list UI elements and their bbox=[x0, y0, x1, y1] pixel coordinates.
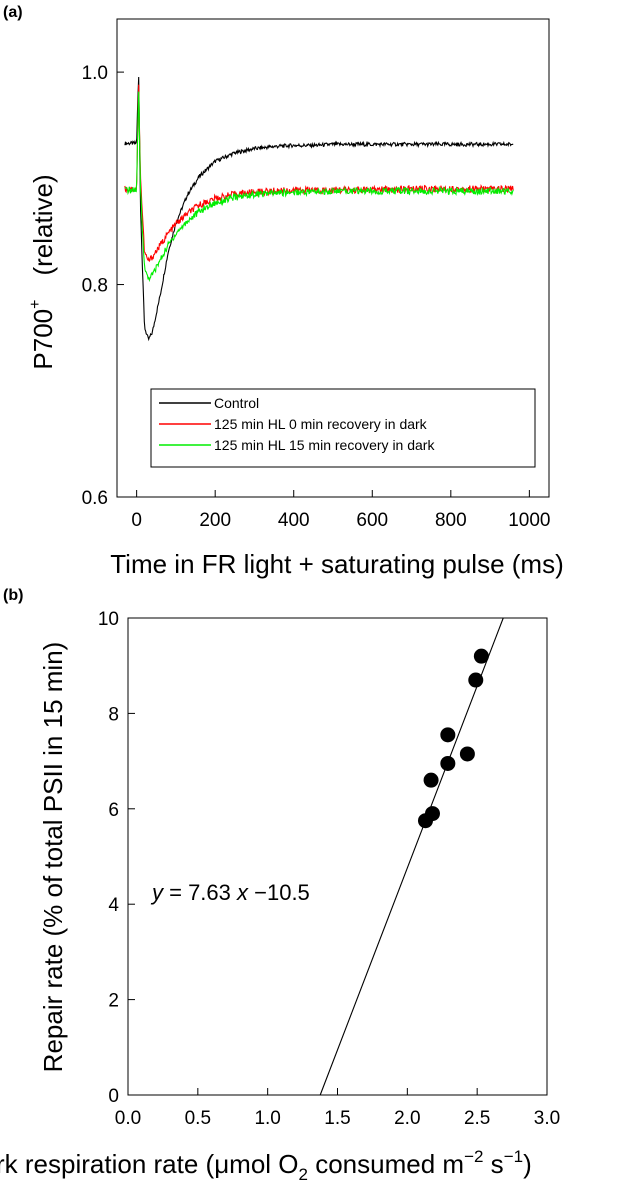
panel-a-legend-box bbox=[150, 388, 536, 468]
panel-b-equation-intercept: −10.5 bbox=[248, 880, 310, 905]
panel-b-data-point bbox=[459, 746, 475, 762]
panel-a-x-tick-label: 800 bbox=[435, 510, 467, 531]
panel-b-y-title: Repair rate (% of total PSII in 15 min) bbox=[38, 642, 68, 1073]
panel-b-equation: y = 7.63 x −10.5 bbox=[150, 880, 310, 905]
panel-a-y-title-main: P700 bbox=[28, 309, 58, 370]
panel-a-y-tick-label: 0.6 bbox=[82, 488, 108, 509]
panel-b-y-tick-label: 4 bbox=[108, 895, 119, 916]
panel-b-x-tick-label: 1.0 bbox=[254, 1108, 280, 1129]
panel-b-x-title-part: mol O bbox=[229, 1149, 298, 1179]
panel-a-series-line-1 bbox=[124, 76, 514, 342]
panel-b-y-tick-label: 0 bbox=[108, 1086, 119, 1107]
panel-b-data-point bbox=[440, 755, 456, 771]
panel-b-x-tick-label: 3.0 bbox=[534, 1108, 560, 1129]
panel-b-data-point bbox=[423, 772, 439, 788]
panel-a-y-title: P700+ (relative) bbox=[27, 174, 58, 369]
panel-a-legend-label: Control bbox=[214, 395, 259, 411]
panel-a-legend-label: 125 min HL 15 min recovery in dark bbox=[214, 437, 435, 453]
panel-a-x-tick-label: 600 bbox=[356, 510, 388, 531]
panel-b-x-title-part: ) bbox=[523, 1149, 532, 1179]
panel-a-label: (a) bbox=[3, 4, 23, 21]
panel-b-equation-y: y bbox=[150, 880, 165, 905]
panel-b-x-title-sup: −2 bbox=[464, 1147, 483, 1166]
panel-b-x-title: rk respiration rate (μmol O2 consumed m−… bbox=[0, 1147, 532, 1184]
panel-b-x-title-mu: μ bbox=[214, 1149, 229, 1179]
panel-b-x-tick-label: 2.5 bbox=[464, 1108, 490, 1129]
panel-b-y-tick-label: 2 bbox=[108, 991, 119, 1012]
panel-a-x-tick-label: 0 bbox=[131, 510, 142, 531]
panel-b-equation-coef: = 7.63 bbox=[163, 880, 237, 905]
panel-b-x-title-sub: 2 bbox=[299, 1165, 308, 1184]
panel-a-y-title-sup: + bbox=[27, 300, 44, 309]
panel-b-x-title-sup: −1 bbox=[504, 1147, 523, 1166]
panel-a-legend-label: 125 min HL 0 min recovery in dark bbox=[214, 416, 428, 432]
panel-b-x-title-part: rk respiration rate ( bbox=[0, 1149, 215, 1179]
panel-a-frame bbox=[116, 18, 550, 498]
panel-b-fit-line bbox=[319, 617, 504, 1096]
panel-b-label: (b) bbox=[3, 587, 23, 604]
panel-b-frame bbox=[127, 617, 548, 1096]
panel-b-data-point bbox=[440, 727, 456, 743]
panel-b-data-point bbox=[473, 648, 489, 664]
panel-a-series-line-2 bbox=[124, 84, 514, 263]
panel-a-y-title-note: (relative) bbox=[28, 174, 58, 275]
panel-b-x-tick-label: 0.5 bbox=[185, 1108, 211, 1129]
panel-b-x-title-part: consumed m bbox=[308, 1149, 464, 1179]
panel-b-x-title-part: s bbox=[483, 1149, 503, 1179]
panel-b-equation-x: x bbox=[236, 880, 249, 905]
panel-b-data-point bbox=[468, 672, 484, 688]
panel-b-x-tick-label: 1.5 bbox=[324, 1108, 350, 1129]
panel-b-y-tick-label: 6 bbox=[108, 800, 119, 821]
panel-a-x-tick-label: 400 bbox=[278, 510, 310, 531]
panel-a-series-line-3 bbox=[124, 91, 514, 283]
panel-a-y-tick-label: 0.8 bbox=[82, 276, 108, 297]
panel-b-x-tick-label: 0.0 bbox=[115, 1108, 141, 1129]
panel-a-x-tick-label: 200 bbox=[199, 510, 231, 531]
panel-b-data-point bbox=[424, 806, 440, 822]
panel-b-y-tick-label: 8 bbox=[108, 704, 119, 725]
panel-a-x-title: Time in FR light + saturating pulse (ms) bbox=[110, 549, 563, 579]
panel-b-y-tick-label: 10 bbox=[98, 609, 119, 630]
panel-a-x-tick-label: 1000 bbox=[508, 510, 550, 531]
panel-b-x-tick-label: 2.0 bbox=[394, 1108, 420, 1129]
panel-a-y-tick-label: 1.0 bbox=[82, 63, 108, 84]
